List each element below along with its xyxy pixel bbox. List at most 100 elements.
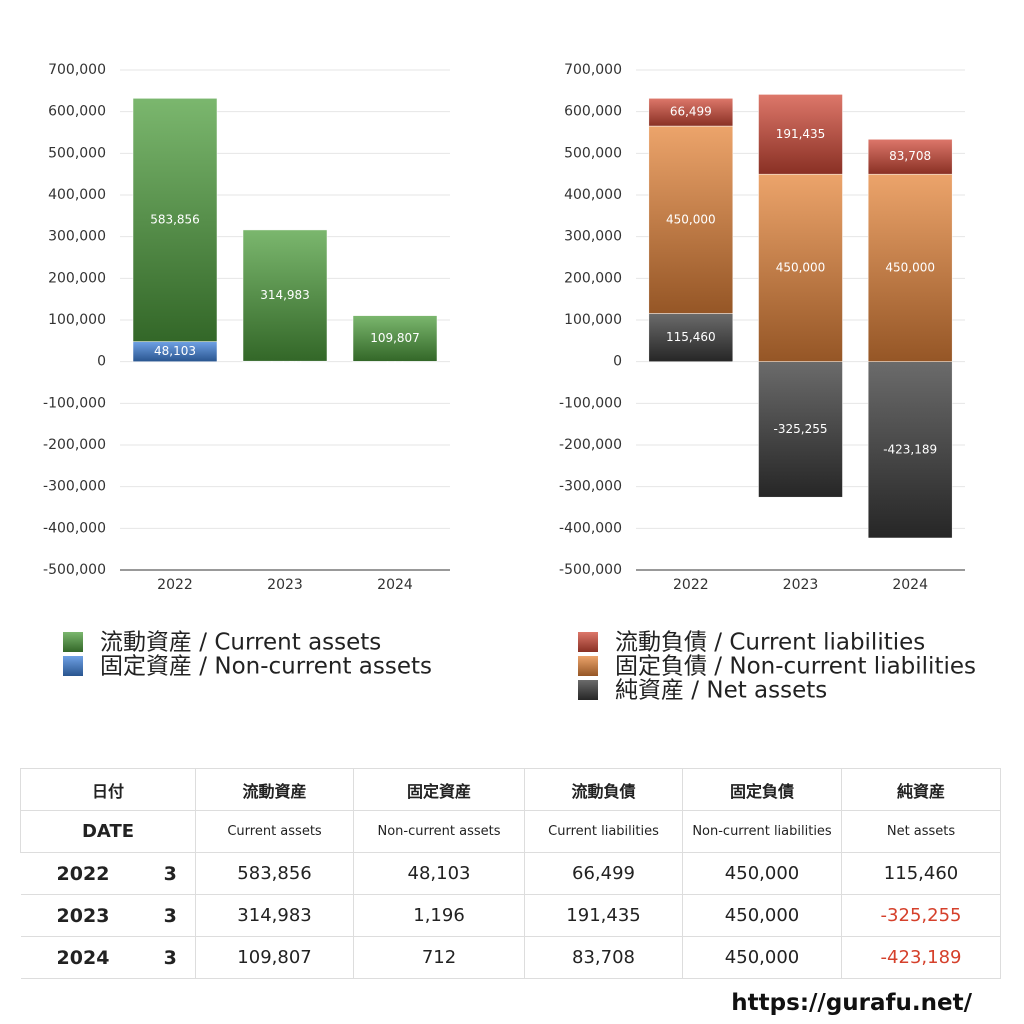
table-cell: 450,000	[682, 852, 843, 895]
y-tick-label: 400,000	[564, 187, 622, 203]
y-tick-label: 500,000	[48, 145, 106, 161]
table-cell: 日付	[19, 768, 197, 811]
table-cell: 流動負債	[524, 768, 684, 811]
y-tick-label: 200,000	[48, 270, 106, 286]
table-cell: 66,499	[524, 852, 684, 895]
y-tick-label: 700,000	[48, 62, 106, 78]
bar	[648, 313, 734, 362]
table-cell: 450,000	[682, 936, 843, 979]
legend-swatch	[578, 680, 598, 700]
bar	[648, 98, 734, 127]
table-cell: Non-current liabilities	[682, 810, 843, 853]
table-cell: -325,255	[841, 894, 1002, 937]
table-cell: 83,708	[524, 936, 684, 979]
x-tick-label: 2022	[157, 577, 193, 593]
y-tick-label: 600,000	[564, 104, 622, 120]
table-cell: 115,460	[841, 852, 1002, 895]
table-cell: Current liabilities	[524, 810, 684, 853]
table-header-row: DATE Current assets Non-current assets Curr…	[19, 810, 1002, 853]
table-cell: 純資産	[841, 768, 1002, 811]
bar-value-label: 48,103	[154, 344, 196, 358]
legend-label: 固定負債 / Non-current liabilities	[615, 654, 976, 680]
y-tick-label: 600,000	[48, 104, 106, 120]
x-tick-label: 2023	[783, 577, 819, 593]
table-header-row: 日付 流動資産 固定資産 流動負債 固定負債 純資産	[19, 768, 1002, 811]
table-cell: 1,196	[353, 894, 526, 937]
table-cell: 583,856	[195, 852, 355, 895]
x-tick-label: 2024	[377, 577, 413, 593]
bar-value-label: 115,460	[666, 330, 716, 344]
bar-value-label: -325,255	[774, 422, 828, 436]
bar	[867, 361, 953, 539]
bar	[648, 125, 734, 314]
table-cell: Net assets	[841, 810, 1002, 853]
table-cell: 固定資産	[353, 768, 526, 811]
y-tick-label: -200,000	[559, 437, 622, 453]
y-tick-label: -300,000	[43, 479, 106, 495]
table-cell: 固定負債	[682, 768, 843, 811]
bar-value-label: 583,856	[150, 212, 200, 226]
table-cell: 450,000	[682, 894, 843, 937]
bar-value-label: 450,000	[666, 212, 716, 226]
x-tick-label: 2022	[673, 577, 709, 593]
legend-label: 純資産 / Net assets	[615, 678, 827, 704]
legend-label: 流動負債 / Current liabilities	[615, 630, 925, 656]
y-tick-label: -100,000	[559, 395, 622, 411]
y-tick-label: 0	[613, 354, 622, 370]
y-tick-label: 100,000	[48, 312, 106, 328]
legend-swatch	[578, 632, 598, 652]
legend-swatch	[578, 656, 598, 676]
legend-swatch	[63, 632, 83, 652]
y-tick-label: 700,000	[564, 62, 622, 78]
bar	[242, 229, 328, 362]
table-cell: 3	[145, 894, 196, 937]
table-cell: 2024	[20, 936, 146, 979]
table-cell: Current assets	[195, 810, 355, 853]
y-tick-label: 0	[97, 354, 106, 370]
bar-value-label: 450,000	[885, 260, 935, 274]
y-tick-label: 300,000	[564, 229, 622, 245]
table-row: 2024 3 109,807 712 83,708 450,000 -423,189	[20, 936, 1002, 979]
table-row: 2022 3 583,856 48,103 66,499 450,000 115,460	[20, 852, 1002, 895]
table-cell: 流動資産	[195, 768, 355, 811]
bar	[758, 173, 843, 362]
legend-label: 固定資産 / Non-current assets	[100, 654, 432, 680]
table-cell: 2023	[20, 894, 146, 937]
legend-label: 流動資産 / Current assets	[100, 630, 381, 656]
table-cell: 191,435	[524, 894, 684, 937]
y-tick-label: 100,000	[564, 312, 622, 328]
footer-url: https://gurafu.net/	[731, 990, 972, 1016]
table-cell: 48,103	[353, 852, 526, 895]
x-tick-label: 2023	[267, 577, 303, 593]
bar-value-label: 66,499	[670, 105, 712, 119]
y-tick-label: 400,000	[48, 187, 106, 203]
bar-value-label: 450,000	[776, 260, 826, 274]
table-cell: Non-current assets	[353, 810, 526, 853]
y-tick-label: -400,000	[43, 520, 106, 536]
bar-value-label: -423,189	[883, 442, 937, 456]
data-table: 日付 流動資産 固定資産 流動負債 固定負債 純資産 DATE Current assets N…	[19, 768, 1002, 979]
table-cell: 712	[353, 936, 526, 979]
bar	[352, 315, 438, 362]
bar	[867, 173, 953, 362]
table-cell: 3	[145, 936, 196, 979]
bar-value-label: 83,708	[889, 149, 931, 163]
bar-value-label: 109,807	[370, 331, 420, 345]
y-tick-label: 200,000	[564, 270, 622, 286]
table-cell: 2022	[20, 852, 146, 895]
table-cell: 3	[145, 852, 196, 895]
y-tick-label: 300,000	[48, 229, 106, 245]
x-tick-label: 2024	[892, 577, 928, 593]
y-tick-label: -200,000	[43, 437, 106, 453]
y-tick-label: 500,000	[564, 145, 622, 161]
bar	[758, 361, 843, 498]
table-cell: 109,807	[195, 936, 355, 979]
table-row: 2023 3 314,983 1,196 191,435 450,000 -325,255	[20, 894, 1002, 937]
bar-value-label: 191,435	[776, 127, 826, 141]
y-tick-label: -300,000	[559, 479, 622, 495]
y-tick-label: -400,000	[559, 520, 622, 536]
table-cell: -423,189	[841, 936, 1002, 979]
y-tick-label: -100,000	[43, 395, 106, 411]
bar	[867, 139, 953, 175]
table-cell: DATE	[19, 810, 197, 853]
